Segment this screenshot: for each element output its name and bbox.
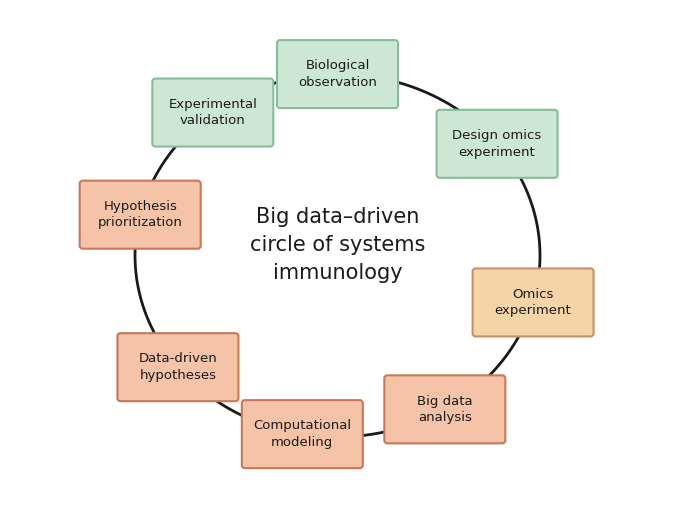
FancyBboxPatch shape xyxy=(242,400,363,468)
FancyBboxPatch shape xyxy=(277,40,398,108)
Text: Biological
observation: Biological observation xyxy=(298,59,377,89)
Text: Big data–driven
circle of systems
immunology: Big data–driven circle of systems immuno… xyxy=(250,207,425,283)
Text: Design omics
experiment: Design omics experiment xyxy=(452,129,542,158)
FancyBboxPatch shape xyxy=(437,110,558,178)
Text: Data-driven
hypotheses: Data-driven hypotheses xyxy=(138,353,217,382)
Text: Computational
modeling: Computational modeling xyxy=(253,420,352,449)
FancyBboxPatch shape xyxy=(384,376,506,444)
FancyBboxPatch shape xyxy=(80,181,200,249)
FancyBboxPatch shape xyxy=(472,268,593,336)
Text: Hypothesis
prioritization: Hypothesis prioritization xyxy=(98,200,183,229)
Text: Experimental
validation: Experimental validation xyxy=(168,98,257,127)
Text: Big data
analysis: Big data analysis xyxy=(417,394,472,424)
Text: Omics
experiment: Omics experiment xyxy=(495,288,572,317)
FancyBboxPatch shape xyxy=(153,79,273,147)
FancyBboxPatch shape xyxy=(117,333,238,401)
